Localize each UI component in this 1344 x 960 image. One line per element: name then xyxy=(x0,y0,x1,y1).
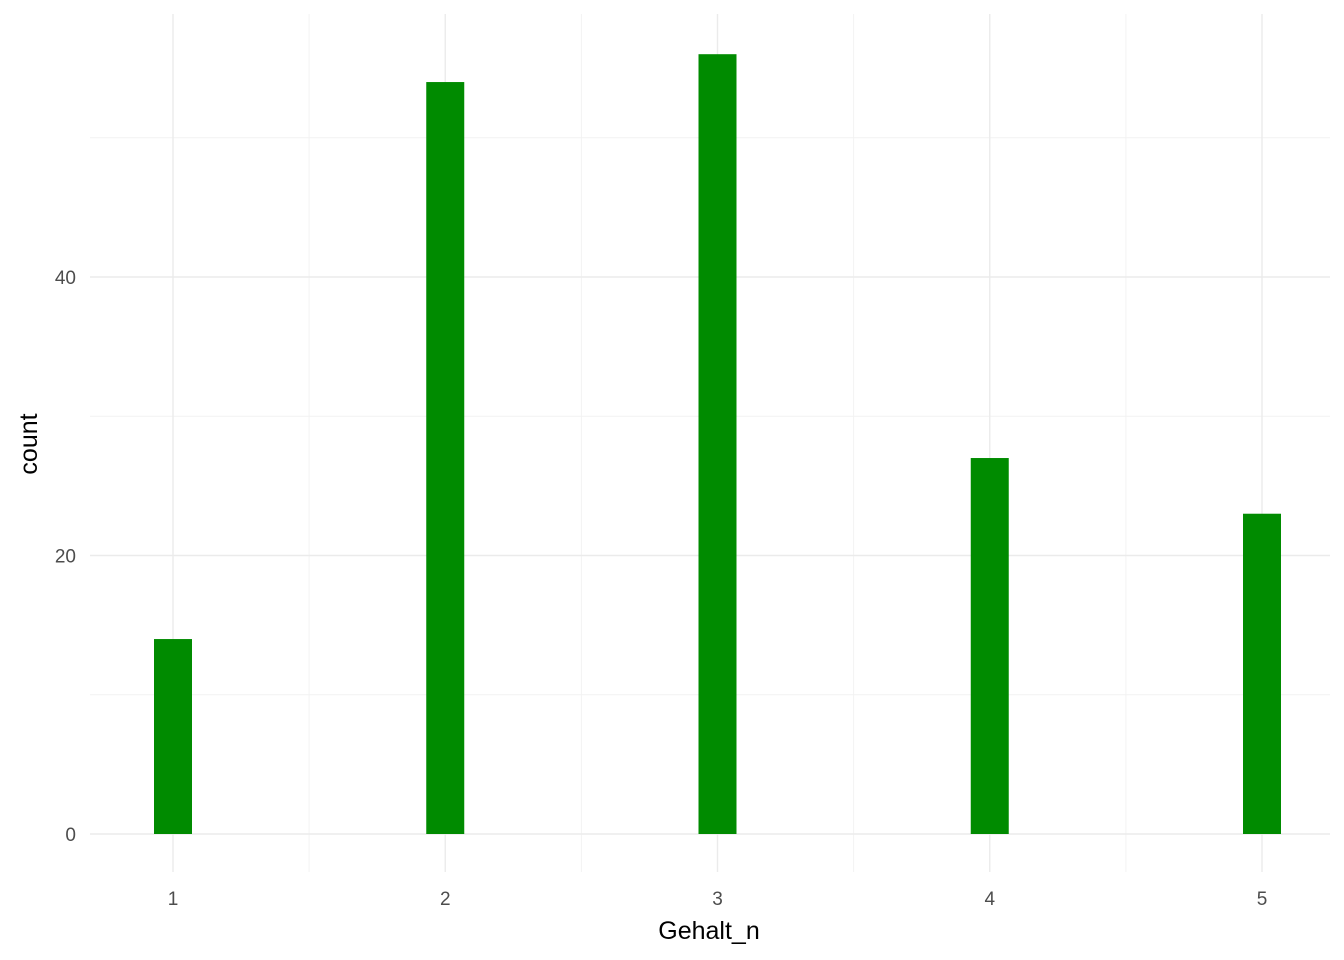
bar-1 xyxy=(154,639,192,834)
bars xyxy=(154,54,1281,835)
x-tick-label: 2 xyxy=(440,889,451,910)
x-axis-tick-labels: 1 2 3 4 5 xyxy=(168,889,1268,910)
y-tick-label: 40 xyxy=(55,268,76,289)
x-axis-title: Gehalt_n xyxy=(658,917,759,945)
y-tick-label: 20 xyxy=(55,547,76,568)
y-tick-label: 0 xyxy=(65,825,76,846)
y-axis-tick-labels: 0 20 40 xyxy=(55,268,76,846)
bar-2 xyxy=(426,82,465,835)
x-tick-label: 1 xyxy=(168,889,179,910)
x-tick-label: 3 xyxy=(712,889,723,910)
bar-5 xyxy=(1243,513,1281,834)
x-tick-label: 4 xyxy=(984,889,995,910)
x-tick-label: 5 xyxy=(1257,889,1268,910)
bar-4 xyxy=(970,458,1009,834)
y-axis-title: count xyxy=(15,413,43,474)
bar-3 xyxy=(698,54,737,834)
